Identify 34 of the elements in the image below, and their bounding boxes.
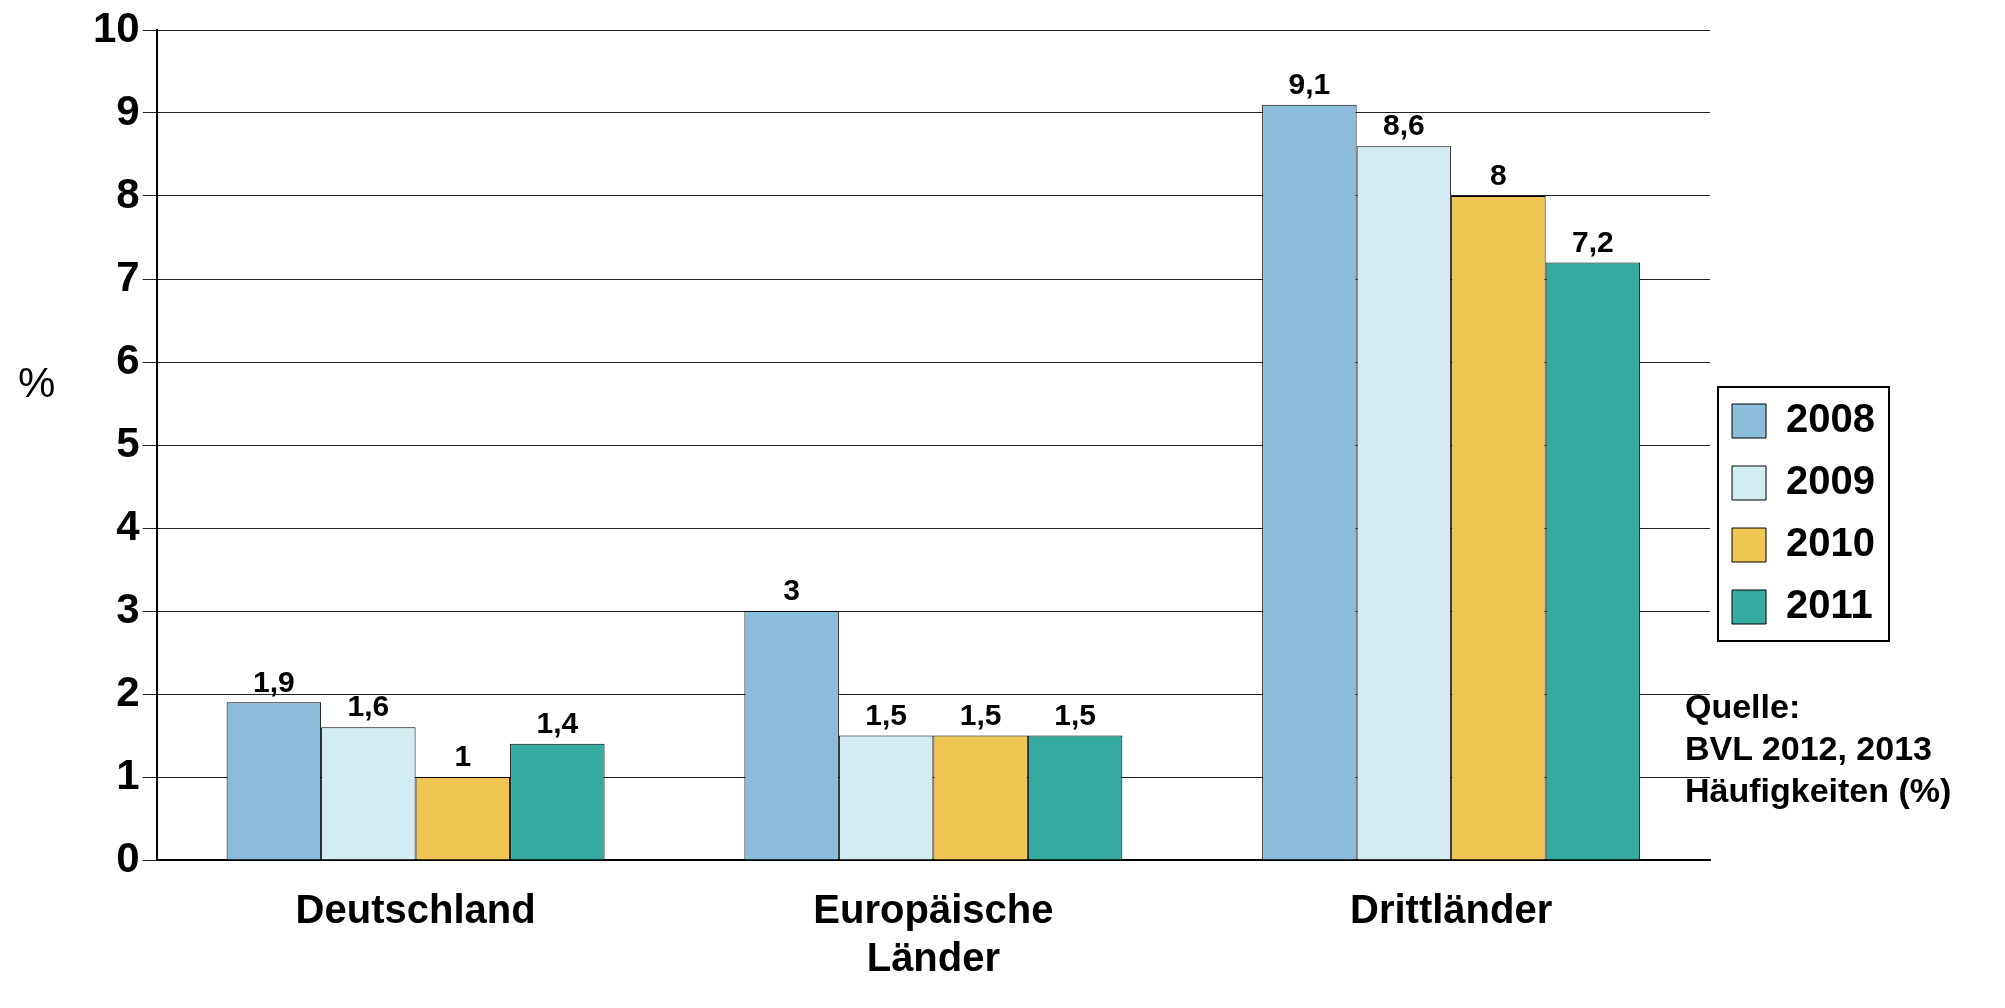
data-label: 8,6	[1383, 108, 1425, 142]
y-axis-title: %	[18, 358, 56, 406]
data-label: 1,5	[1054, 697, 1096, 731]
data-label: 8	[1490, 158, 1507, 192]
y-tick-label: 9	[116, 86, 140, 134]
data-label: 3	[783, 573, 800, 607]
annotation: Häufigkeiten (%)	[1685, 770, 1952, 811]
data-label: 1	[454, 739, 472, 773]
data-label: 1,4	[536, 706, 579, 740]
y-tick-label: 1	[116, 750, 140, 798]
y-tick-label: 10	[93, 3, 140, 51]
annotation: Quelle:	[1685, 686, 1802, 727]
y-tick-label: 2	[116, 667, 140, 715]
data-label: 1,9	[253, 664, 295, 698]
data-label: 9,1	[1288, 66, 1331, 100]
legend-label: 2008	[1786, 396, 1875, 441]
legend-label: 2011	[1786, 582, 1873, 627]
legend-label: 2009	[1786, 458, 1875, 503]
legend-label: 2010	[1786, 520, 1875, 565]
data-label: 1,6	[347, 689, 390, 723]
y-tick-label: 0	[116, 833, 140, 881]
y-tick-label: 3	[116, 584, 140, 632]
y-tick-label: 8	[116, 169, 140, 217]
x-tick-label: Deutschland	[295, 887, 536, 932]
y-tick-label: 7	[116, 252, 140, 300]
data-label: 1,5	[959, 697, 1002, 731]
data-label: 1,5	[865, 697, 907, 731]
y-tick-label: 5	[116, 418, 140, 466]
y-tick-label: 6	[116, 335, 140, 383]
x-tick-label: Drittländer	[1350, 887, 1553, 932]
x-tick-label: Europäische Länder	[813, 887, 1054, 980]
annotation: BVL 2012, 2013	[1685, 728, 1933, 769]
y-tick-label: 4	[116, 501, 141, 549]
data-label: 7,2	[1572, 224, 1614, 258]
